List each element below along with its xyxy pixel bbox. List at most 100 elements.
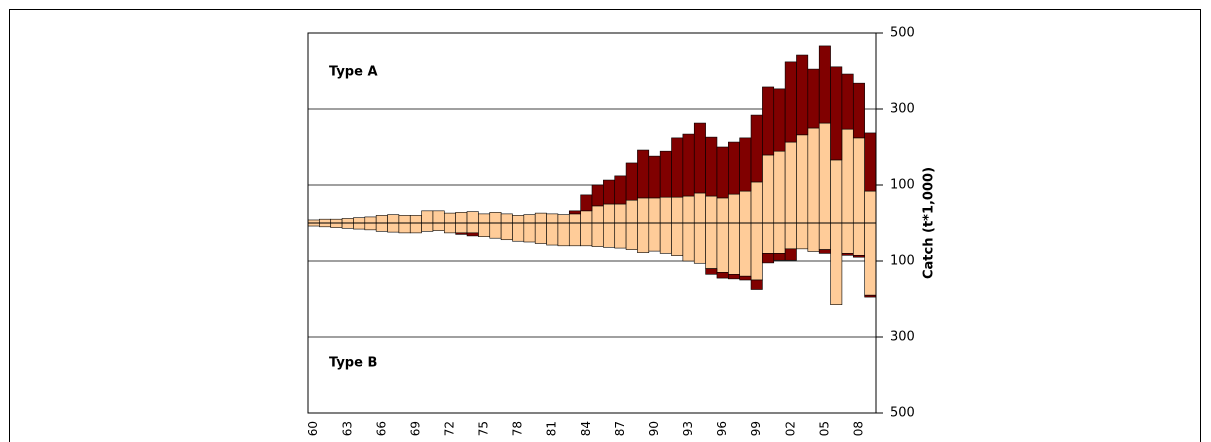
bar (568, 210, 581, 215)
x-tick-label: 84 (579, 421, 593, 436)
bar (341, 218, 354, 224)
bar (523, 214, 536, 224)
y-tick-label: 500 (890, 26, 915, 41)
bar (739, 190, 752, 224)
bar (773, 88, 786, 152)
bar (762, 222, 775, 254)
bar (353, 217, 366, 224)
bar (705, 222, 718, 269)
bar (409, 222, 422, 234)
x-tick-label: 60 (306, 421, 320, 436)
bar (557, 222, 570, 247)
bar (693, 122, 706, 194)
bar (716, 146, 729, 199)
x-tick-label: 96 (715, 421, 729, 436)
bar (728, 273, 740, 280)
x-tick-label: 05 (817, 421, 831, 436)
bar (671, 222, 684, 256)
annotation: Type B (329, 356, 377, 371)
y-tick-label: 500 (890, 406, 915, 421)
bar (705, 195, 718, 224)
bar (546, 222, 559, 246)
bar (421, 210, 434, 224)
bar (762, 154, 775, 224)
bar (659, 222, 672, 254)
bar (750, 279, 763, 290)
bar (852, 255, 865, 258)
bar (421, 222, 434, 232)
bar (614, 175, 627, 205)
bar (580, 194, 593, 212)
bar (534, 212, 547, 224)
y-tick-label: 300 (890, 330, 915, 345)
bar (693, 192, 706, 224)
bar (796, 134, 809, 224)
bar (818, 249, 831, 254)
bar (319, 218, 332, 224)
bar (364, 216, 377, 224)
bar (512, 215, 525, 224)
bar (557, 214, 570, 224)
bar (614, 203, 627, 224)
bar (784, 141, 797, 224)
bar (580, 222, 593, 247)
bar (591, 205, 604, 224)
y-tick-label: 300 (890, 102, 915, 117)
bar (728, 193, 740, 224)
bar (750, 222, 763, 281)
bar (841, 128, 854, 224)
x-tick-label: 66 (374, 421, 388, 436)
bar (830, 159, 843, 224)
bar (546, 213, 559, 224)
y-axis-label: Catch (t*1,000) (922, 167, 937, 279)
bar (705, 268, 718, 275)
bar (603, 222, 616, 248)
x-tick-label: 93 (681, 421, 695, 436)
frame (9, 9, 1201, 442)
bar (739, 222, 752, 277)
bar (330, 222, 343, 228)
bar (409, 215, 422, 224)
bar (500, 213, 513, 224)
bar (671, 137, 684, 198)
bar (750, 114, 763, 183)
bar (489, 222, 502, 239)
bar (659, 196, 672, 224)
bar (432, 222, 445, 231)
bar (580, 210, 593, 224)
bar (807, 68, 820, 129)
bar (478, 222, 491, 237)
bar (762, 253, 775, 264)
bar (716, 197, 729, 224)
bar (682, 133, 695, 197)
bar (728, 141, 740, 195)
bar (864, 294, 877, 298)
bar (625, 222, 638, 250)
x-tick-label: 69 (408, 421, 422, 436)
bar (603, 179, 616, 205)
bar (466, 232, 479, 237)
bar (398, 215, 411, 224)
bar (659, 150, 672, 198)
bar (841, 253, 854, 256)
bar (637, 149, 650, 199)
bar (432, 210, 445, 224)
bar (864, 222, 877, 296)
bar (625, 162, 638, 201)
bar (489, 212, 502, 224)
bar (716, 222, 729, 273)
bar (716, 272, 729, 279)
bar (773, 150, 786, 224)
bar (648, 222, 661, 252)
bar (500, 222, 513, 241)
bar (830, 66, 843, 161)
x-tick-label: 63 (340, 421, 354, 436)
y-tick-label: 100 (890, 178, 915, 193)
bar (841, 73, 854, 130)
bar (444, 222, 456, 234)
bar (784, 61, 797, 143)
x-tick-label: 90 (647, 421, 661, 436)
bar (353, 222, 366, 230)
bar (375, 222, 388, 232)
